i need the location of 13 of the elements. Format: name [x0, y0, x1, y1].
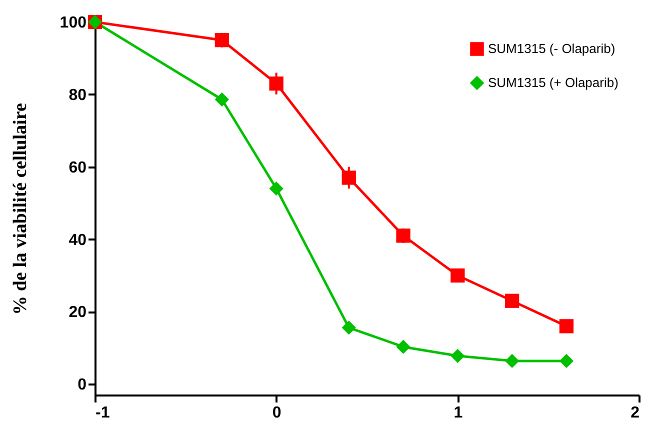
y-tick-label: 60: [68, 159, 87, 176]
y-tick-label: 0: [78, 376, 87, 394]
legend-label: SUM1315 (+ Olaparib): [488, 75, 618, 90]
y-tick-label: 20: [68, 304, 87, 322]
x-tick-label: -1: [96, 404, 110, 422]
y-axis-title: % de la viabilité cellulaire: [10, 103, 31, 315]
y-tick-label: 40: [68, 232, 87, 249]
y-tick-label: 80: [68, 86, 87, 104]
y-tick-label: 100: [60, 14, 87, 32]
x-tick-label: 0: [272, 404, 282, 422]
x-tick-label: 2: [630, 404, 640, 422]
x-tick-label: 1: [454, 404, 463, 422]
legend-label: SUM1315 (- Olaparib): [488, 41, 616, 56]
